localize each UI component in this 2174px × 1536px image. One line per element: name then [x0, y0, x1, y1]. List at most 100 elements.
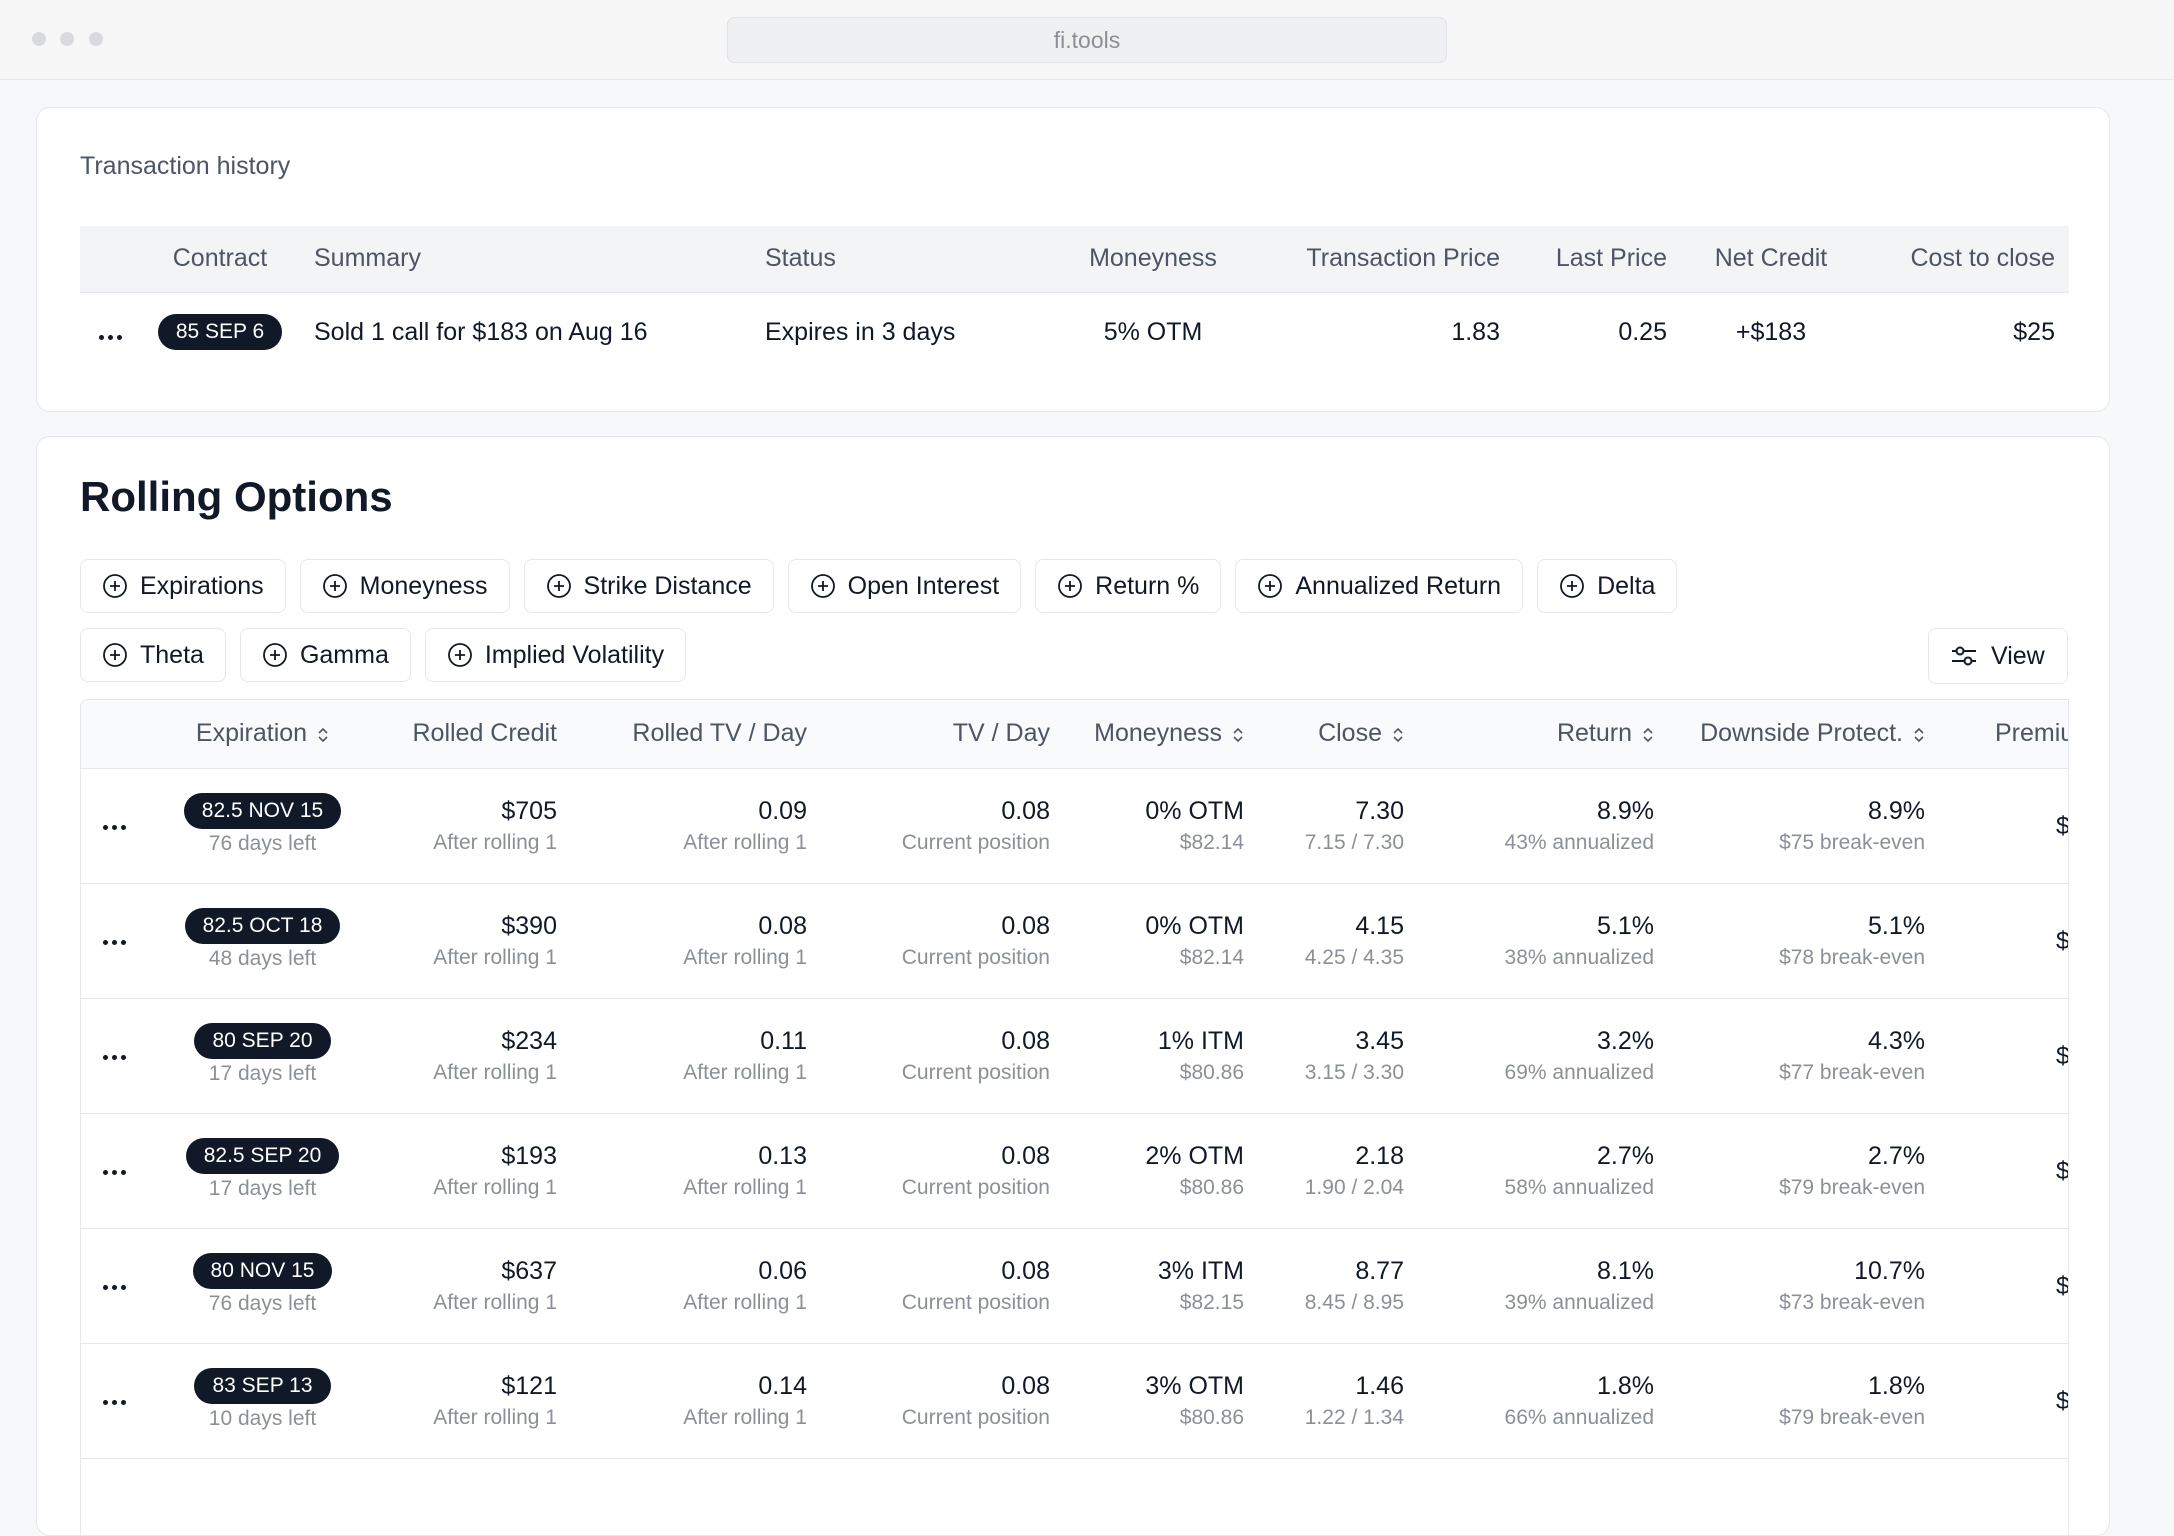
header-cell [81, 700, 148, 768]
menu-dot [108, 335, 113, 340]
filter-label[interactable]: Annualized Return [1295, 572, 1501, 601]
value: 3% OTM [1078, 1369, 1244, 1403]
cell: 1.83 [1250, 292, 1514, 372]
filter-chip[interactable]: Strike Distance [524, 559, 774, 613]
row-menu[interactable] [103, 1055, 126, 1060]
value: $ [2056, 809, 2069, 843]
column-label[interactable]: Moneyness [1094, 719, 1222, 747]
sort-icon[interactable] [317, 726, 329, 744]
filter-chip[interactable]: Gamma [240, 628, 411, 682]
filter-label[interactable]: Moneyness [360, 572, 488, 601]
filter-chip[interactable]: Expirations [80, 559, 286, 613]
sort-arrows [1234, 729, 1242, 741]
window-dot [32, 32, 46, 46]
subtext: 58% annualized [1432, 1173, 1654, 1203]
subtext: After rolling 1 [585, 1173, 807, 1203]
row-menu[interactable] [99, 335, 122, 340]
sort-icon[interactable] [1392, 726, 1404, 744]
icon-plus [270, 650, 280, 660]
subtext: 8.45 / 8.95 [1272, 1288, 1404, 1318]
column-label[interactable]: Downside Protect. [1700, 719, 1903, 747]
filter-label[interactable]: Implied Volatility [485, 641, 664, 670]
value: $705 [391, 794, 557, 828]
subtext: $77 break-even [1682, 1058, 1925, 1088]
subtext: 38% annualized [1432, 943, 1654, 973]
cell: 80 SEP 2017 days left [148, 998, 377, 1113]
plus-icon [102, 573, 128, 599]
filter-label[interactable]: Return % [1095, 572, 1199, 601]
subtext: $73 break-even [1682, 1288, 1925, 1318]
filter-label[interactable]: Delta [1597, 572, 1655, 601]
expiration-badge: 80 NOV 15 [193, 1253, 333, 1289]
value: $193 [391, 1139, 557, 1173]
cell: 0% OTM$82.14 [1064, 883, 1258, 998]
cell: 2.181.90 / 2.04 [1258, 1113, 1418, 1228]
column-label[interactable]: Return [1557, 719, 1632, 747]
cell: 2.7%58% annualized [1418, 1113, 1668, 1228]
icon-plus [1567, 581, 1577, 591]
subtext: $80.86 [1078, 1403, 1244, 1433]
contract-badge: 85 SEP 6 [158, 314, 282, 350]
cell: Expires in 3 days [751, 292, 1056, 372]
filter-chip[interactable]: Annualized Return [1235, 559, 1523, 613]
row-menu[interactable] [103, 1285, 126, 1290]
column-header: Moneyness [1056, 226, 1250, 292]
cell: 8.1%39% annualized [1418, 1228, 1668, 1343]
value: $ [2056, 1384, 2069, 1418]
sort-icon[interactable] [1913, 726, 1925, 744]
expiration-badge: 82.5 OCT 18 [185, 908, 341, 944]
menu-dot [103, 825, 108, 830]
column-header: Rolled Credit [377, 700, 571, 768]
menu-cell [81, 1343, 148, 1458]
filter-label[interactable]: Open Interest [848, 572, 999, 601]
cell: 0.08Current position [821, 1113, 1064, 1228]
view-button[interactable]: View [1928, 628, 2068, 684]
value: $ [2056, 1039, 2069, 1073]
column-header: Transaction Price [1250, 226, 1514, 292]
filter-label[interactable]: Gamma [300, 641, 389, 670]
row-menu[interactable] [103, 825, 126, 830]
filter-chip[interactable]: Moneyness [300, 559, 510, 613]
filter-label[interactable]: Expirations [140, 572, 264, 601]
value: 1.8% [1682, 1369, 1925, 1403]
filter-label[interactable]: Theta [140, 641, 204, 670]
filter-chip[interactable]: Theta [80, 628, 226, 682]
value: 2.18 [1272, 1139, 1404, 1173]
url-bar[interactable]: fi.tools [727, 17, 1447, 63]
row-menu[interactable] [103, 1400, 126, 1405]
value: 8.1% [1432, 1254, 1654, 1288]
sort-icon[interactable] [1642, 726, 1654, 744]
row-menu[interactable] [103, 940, 126, 945]
cell: 0.13After rolling 1 [571, 1113, 821, 1228]
filter-chip[interactable]: Delta [1537, 559, 1677, 613]
subtext: 48 days left [162, 944, 363, 974]
cell: 0.08After rolling 1 [571, 883, 821, 998]
cell: $637After rolling 1 [377, 1228, 571, 1343]
value: 8.9% [1682, 794, 1925, 828]
filter-label[interactable]: Strike Distance [584, 572, 752, 601]
transaction-row: 85 SEP 6Sold 1 call for $183 on Aug 16Ex… [80, 292, 2069, 372]
value: 0.11 [585, 1024, 807, 1058]
filter-chip[interactable]: Implied Volatility [425, 628, 686, 682]
menu-dot [112, 1055, 117, 1060]
menu-dot [112, 1170, 117, 1175]
sort-icon[interactable] [1232, 726, 1244, 744]
filter-chip[interactable]: Open Interest [788, 559, 1021, 613]
column-label[interactable]: Expiration [196, 719, 307, 747]
menu-dot [99, 335, 104, 340]
window-dot [60, 32, 74, 46]
filter-chip[interactable]: Return % [1035, 559, 1221, 613]
option-row: 82.5 NOV 1576 days left$705After rolling… [81, 768, 2069, 883]
cell: $ [1939, 1113, 2069, 1228]
subtext: Current position [835, 943, 1050, 973]
cell: 0.08Current position [821, 998, 1064, 1113]
menu-cell [80, 292, 140, 372]
row-menu[interactable] [103, 1170, 126, 1175]
column-label[interactable]: Close [1318, 719, 1382, 747]
column-header: Last Price [1514, 226, 1681, 292]
view-label[interactable]: View [1991, 642, 2045, 671]
icon-plus [330, 581, 340, 591]
subtext: Current position [835, 1058, 1050, 1088]
section-title: Transaction history [80, 152, 290, 181]
subtext: 10 days left [162, 1404, 363, 1434]
